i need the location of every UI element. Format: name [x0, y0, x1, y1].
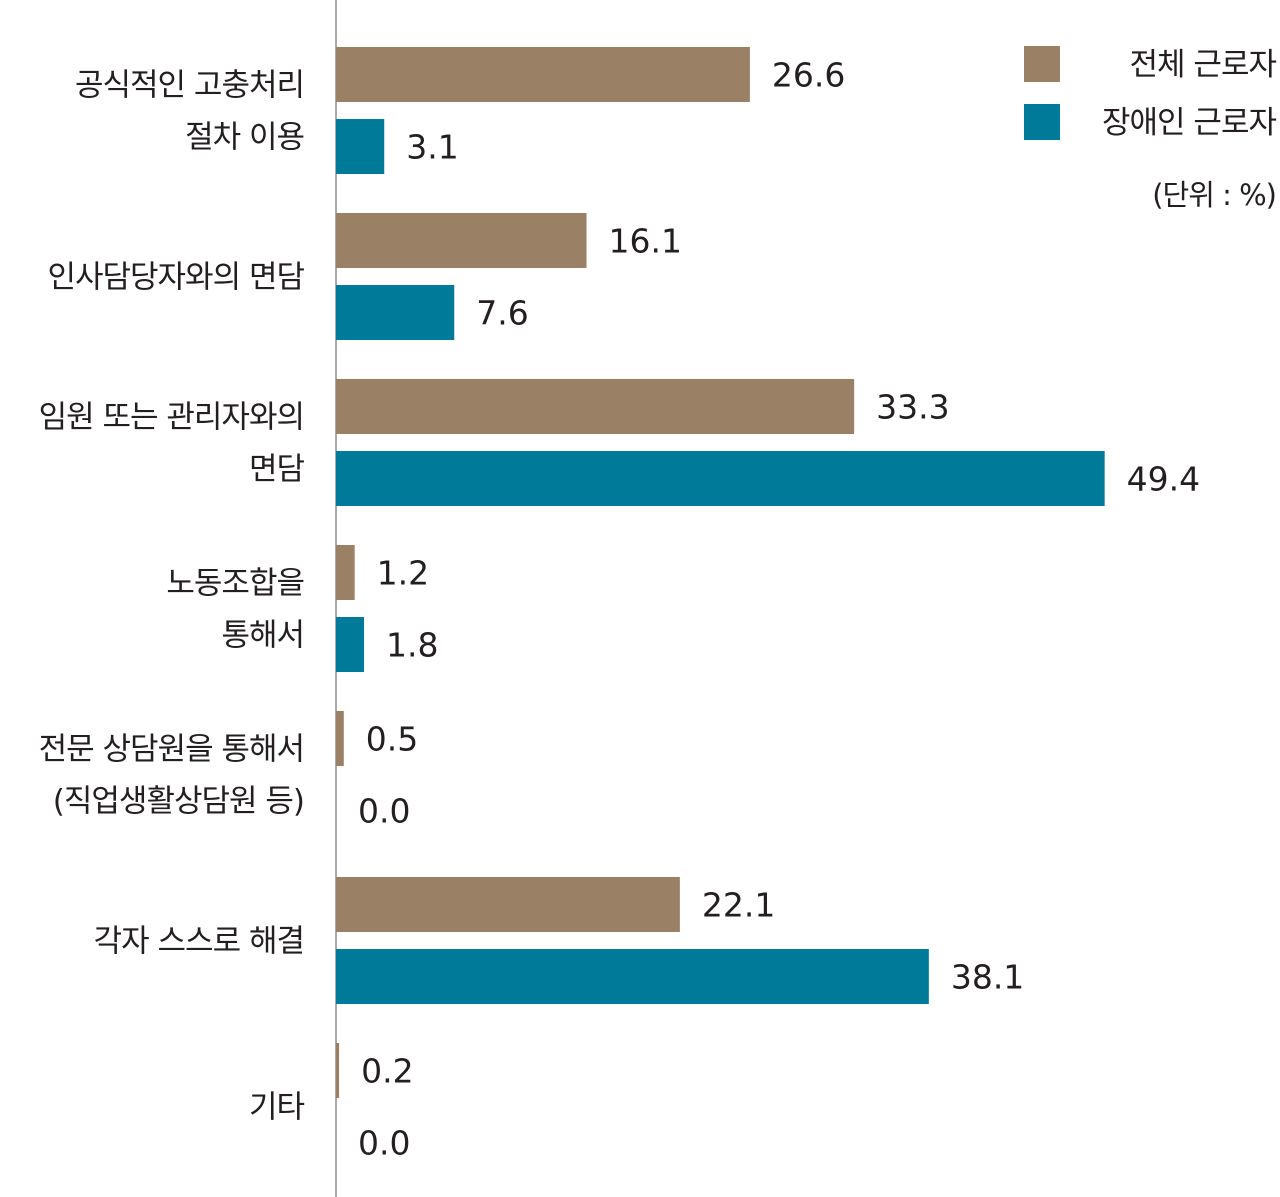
legend-label: 전체 근로자 [1130, 47, 1277, 83]
value-label: 1.2 [377, 554, 429, 593]
category-label: 전문 상담원을 통해서 [39, 732, 304, 768]
value-label: 22.1 [702, 886, 775, 925]
legend-swatch [1024, 104, 1060, 140]
legend-label: 장애인 근로자 [1102, 105, 1276, 141]
bar-disabled-workers [336, 617, 365, 672]
value-label: 1.8 [386, 626, 438, 665]
value-label: 0.0 [358, 792, 410, 831]
bar-all-workers [336, 711, 344, 766]
bar-all-workers [336, 877, 680, 932]
category-label: 임원 또는 관리자와의 [39, 400, 304, 436]
value-label: 0.2 [361, 1052, 413, 1091]
value-label: 16.1 [609, 222, 682, 261]
bar-all-workers [336, 213, 587, 268]
bar-disabled-workers [336, 949, 929, 1004]
legend-swatch [1024, 46, 1060, 82]
value-label: 0.5 [366, 720, 418, 759]
value-label: 3.1 [406, 128, 458, 167]
bar-all-workers [336, 47, 750, 102]
value-label: 0.0 [358, 1124, 410, 1163]
bar-disabled-workers [336, 451, 1105, 506]
category-label: (직업생활상담원 등) [53, 784, 304, 820]
bar-all-workers [336, 379, 855, 434]
bar-disabled-workers [336, 119, 385, 174]
bar-disabled-workers [336, 285, 455, 340]
category-label: 면담 [249, 452, 305, 488]
bar-all-workers [336, 545, 355, 600]
bar-all-workers [336, 1043, 340, 1098]
category-label: 통해서 [221, 618, 304, 654]
category-label: 기타 [249, 1090, 305, 1126]
bars-layer: 26.6 3.1 16.1 7.6 33.3 49.4 1.2 1.8 0.5 0.0 22.1 38… [336, 47, 1200, 1163]
category-label: 절차 이용 [185, 120, 304, 156]
unit-label: (단위 : %) [1152, 178, 1276, 212]
category-label: 노동조합을 [166, 566, 304, 602]
category-label: 각자 스스로 해결 [94, 924, 304, 960]
value-label: 33.3 [876, 388, 949, 427]
category-label: 인사담당자와의 면담 [47, 260, 304, 296]
value-label: 49.4 [1127, 460, 1200, 499]
value-label: 26.6 [772, 56, 845, 95]
category-label: 공식적인 고충처리 [75, 68, 304, 104]
value-label: 38.1 [951, 958, 1024, 997]
value-label: 7.6 [476, 294, 528, 333]
